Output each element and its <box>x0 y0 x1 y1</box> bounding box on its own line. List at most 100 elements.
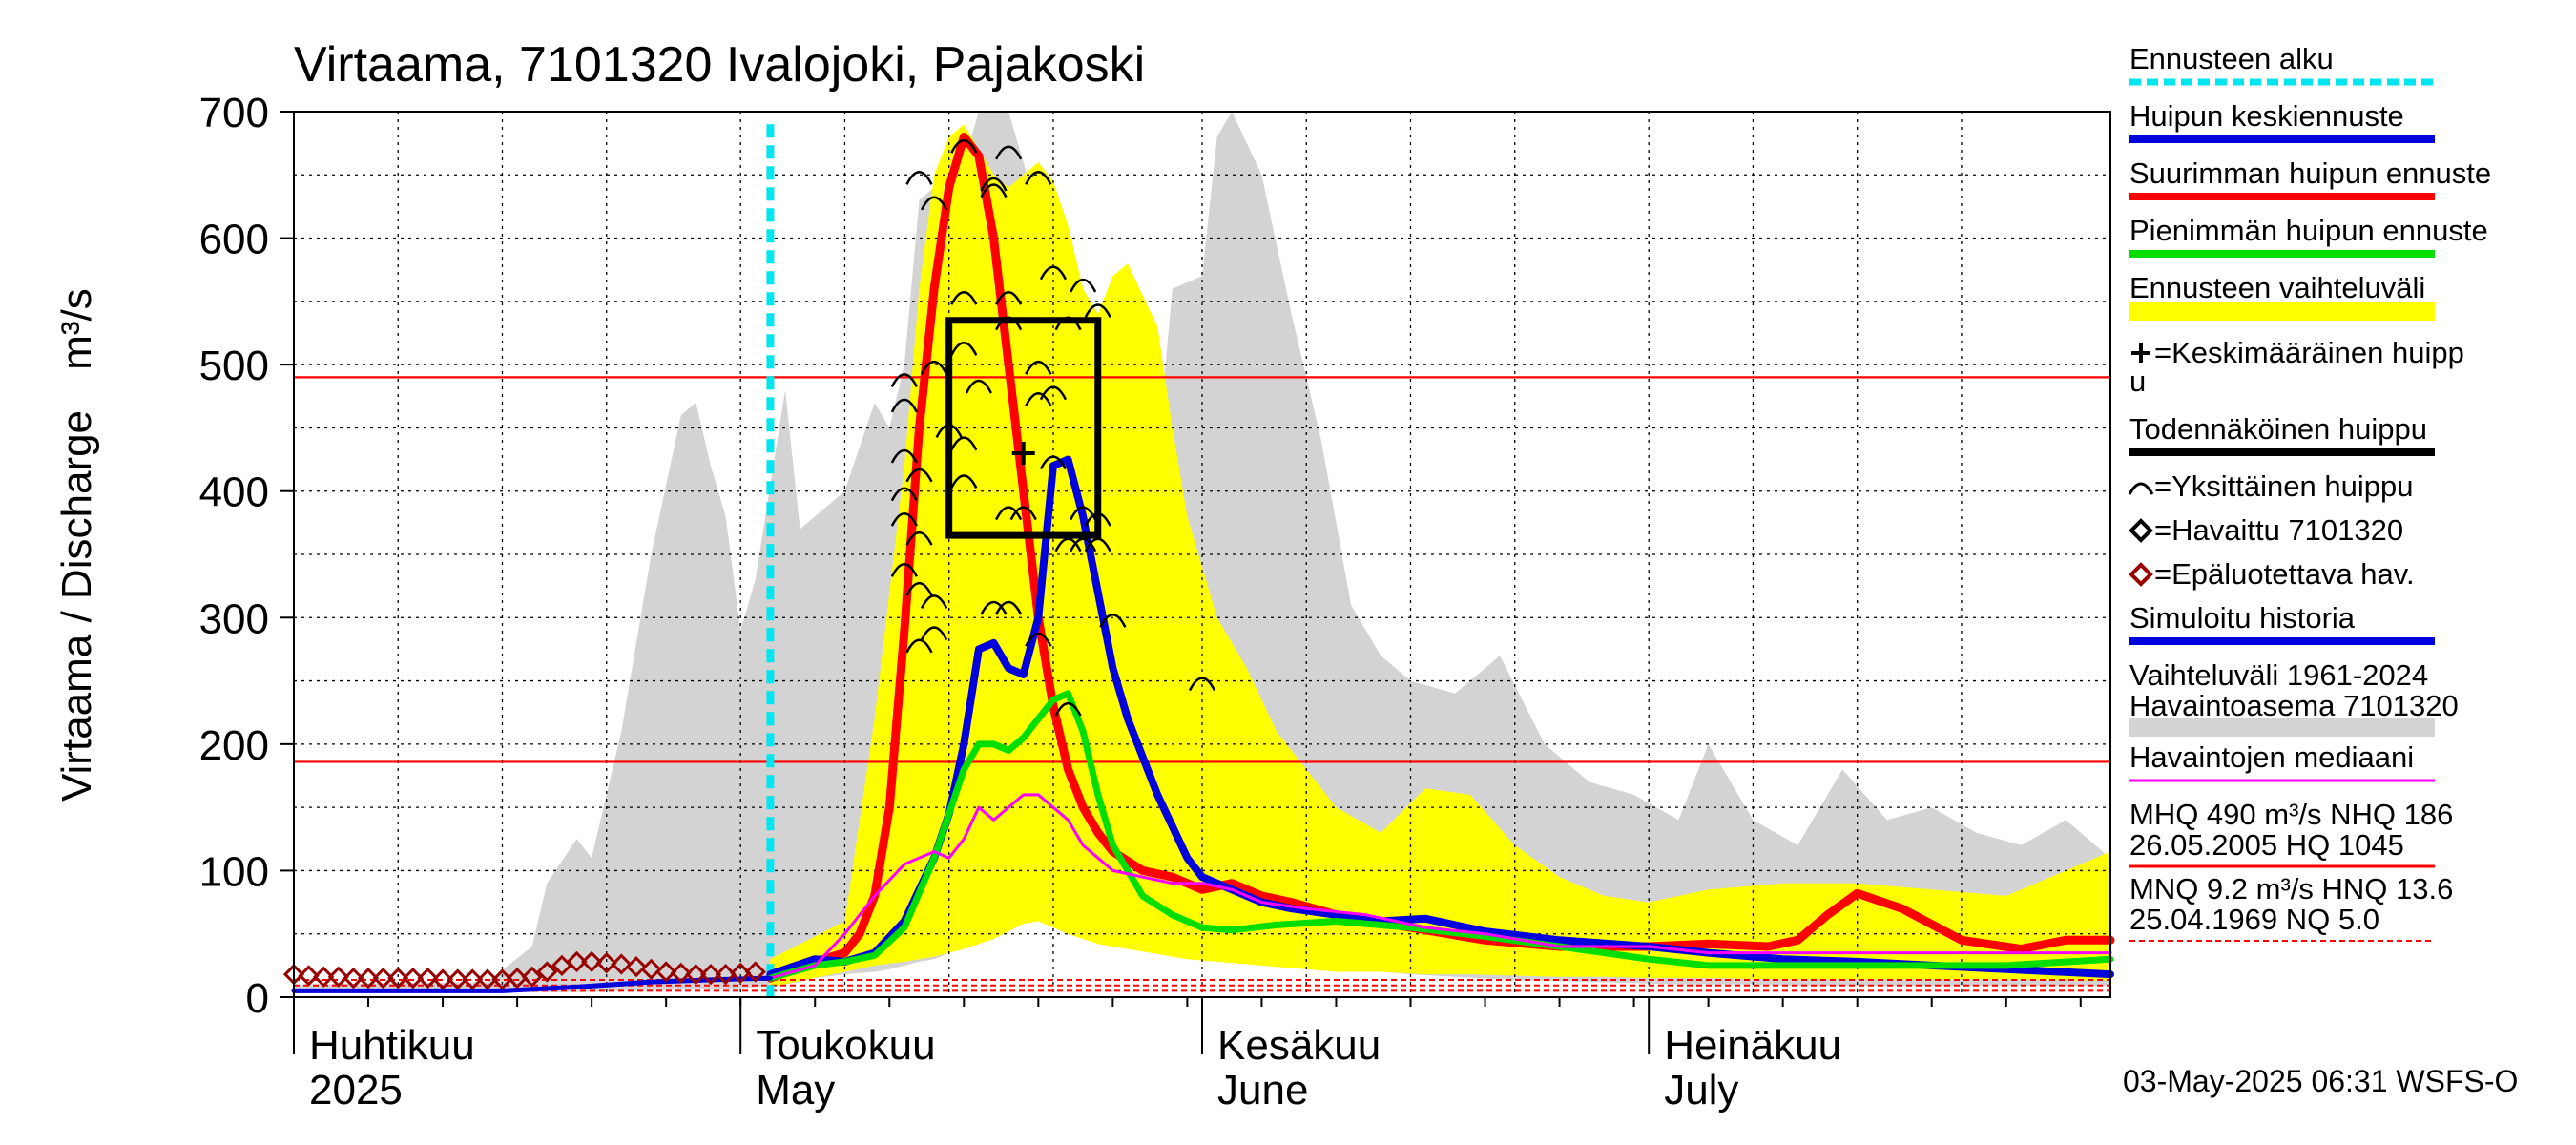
unreliable-observation-marker <box>744 961 766 983</box>
individual-peak-marker <box>950 342 978 356</box>
unreliable-observation-marker <box>566 950 588 973</box>
y-tick-label: 200 <box>199 722 269 769</box>
individual-peak-marker <box>1188 677 1216 692</box>
individual-peak-marker <box>920 594 948 609</box>
legend-label: =Epäluotettava hav. <box>2154 557 2415 591</box>
legend-label: MHQ 490 m³/s NHQ 186 <box>2129 798 2453 831</box>
individual-peak-marker <box>920 196 948 211</box>
individual-peak-marker <box>920 626 948 641</box>
legend-label: Ennusteen vaihteluväli <box>2129 271 2425 304</box>
individual-peak-marker <box>950 474 978 489</box>
individual-peak-marker <box>1025 632 1052 647</box>
legend-label: =Havaittu 7101320 <box>2154 513 2403 547</box>
simulated-history-line <box>291 975 773 993</box>
y-tick-label: 600 <box>199 217 269 263</box>
median-line <box>768 793 2112 980</box>
individual-peak-marker <box>994 506 1023 521</box>
individual-peak-marker <box>905 581 933 596</box>
unreliable-observation-marker <box>462 968 484 990</box>
individual-peak-marker <box>890 448 918 464</box>
mean-peak-marker <box>1011 441 1035 465</box>
unreliable-observation-marker <box>402 967 424 989</box>
y-tick-label: 700 <box>199 90 269 136</box>
individual-peak-marker <box>905 171 933 185</box>
individual-peak-marker <box>950 138 978 154</box>
unreliable-observation-marker <box>298 965 320 987</box>
individual-peak-marker <box>1054 701 1082 717</box>
individual-peak-marker <box>1039 455 1068 470</box>
unreliable-observation-marker <box>536 961 558 983</box>
individual-peak-marker <box>1009 506 1037 521</box>
unreliable-observation-marker <box>431 968 454 990</box>
y-tick-label: 500 <box>199 343 269 389</box>
individual-peak-marker <box>1070 278 1097 293</box>
legend-label: Suurimman huipun ennuste <box>2129 156 2491 190</box>
x-month-label-en: June <box>1217 1067 1308 1114</box>
x-month-label-fi: Huhtikuu <box>309 1022 475 1069</box>
individual-peak-marker <box>1084 537 1111 552</box>
individual-peak-marker <box>980 177 1008 192</box>
min-forecast-line <box>766 690 2114 982</box>
legend-label-line2: Havaintoasema 7101320 <box>2129 689 2459 722</box>
individual-peak-marker <box>905 468 933 483</box>
unreliable-observation-marker <box>387 967 409 989</box>
legend-label-line2: 26.05.2005 HQ 1045 <box>2129 828 2404 862</box>
unreliable-observation-marker <box>476 968 499 990</box>
individual-peak-marker <box>920 360 948 375</box>
y-tick-label: 0 <box>246 975 269 1022</box>
marker-layer <box>282 138 1216 990</box>
individual-peak-marker <box>890 398 918 413</box>
legend-swatch-diamond <box>2129 518 2153 543</box>
legend-label: MNQ 9.2 m³/s HNQ 13.6 <box>2129 872 2453 906</box>
unreliable-observation-marker <box>491 968 513 990</box>
individual-peak-marker <box>980 183 1008 198</box>
x-month-label-en: 2025 <box>309 1067 403 1114</box>
individual-peak-marker <box>965 379 993 394</box>
unreliable-observation-marker <box>655 961 677 983</box>
individual-peak-marker <box>1025 171 1052 185</box>
unreliable-observation-marker <box>327 966 349 988</box>
legend-label: =Keskimääräinen huipp <box>2154 336 2464 369</box>
individual-peak-marker <box>1025 360 1052 375</box>
individual-peak-marker <box>890 487 918 502</box>
individual-peak-marker <box>1070 537 1097 552</box>
legend-swatch-arc <box>2128 482 2154 495</box>
individual-peak-marker <box>994 316 1023 331</box>
individual-peak-marker <box>1039 385 1068 401</box>
legend-label: =Yksittäinen huippu <box>2154 469 2413 503</box>
unreliable-observation-marker <box>506 967 529 989</box>
unreliable-observation-marker <box>595 952 617 974</box>
individual-peak-marker <box>1025 392 1052 406</box>
probable-peak-box <box>945 317 1102 539</box>
legend-swatch-plus <box>2131 344 2150 363</box>
individual-peak-marker <box>994 600 1023 615</box>
historical-range-layer <box>294 112 2110 992</box>
individual-peak-marker <box>1084 512 1111 527</box>
unreliable-observation-marker <box>343 967 364 989</box>
y-axis-unit: m³/s <box>53 288 100 370</box>
y-axis-label: Virtaama / Discharge <box>53 410 100 802</box>
legend: Ennusteen alku Huipun keskiennuste Suurimm… <box>2128 42 2491 942</box>
x-month-label-fi: Kesäkuu <box>1217 1022 1381 1069</box>
x-month-label-fi: Toukokuu <box>756 1022 935 1069</box>
unreliable-observation-marker <box>730 962 752 984</box>
grid-layer <box>294 112 2110 997</box>
y-tick-label: 100 <box>199 848 269 895</box>
individual-peak-marker <box>890 373 918 387</box>
individual-peak-marker <box>890 512 918 527</box>
unreliable-observation-marker <box>715 964 737 986</box>
legend-label: Pienimmän huipun ennuste <box>2129 214 2488 247</box>
y-tick-label: 300 <box>199 595 269 642</box>
legend-label-line2: u <box>2129 364 2146 398</box>
individual-peak-marker <box>1054 316 1082 331</box>
forecast-range-area <box>770 124 2110 988</box>
unreliable-observation-marker <box>699 964 722 986</box>
individual-peak-marker <box>1054 537 1082 552</box>
historical-range-area <box>294 112 2110 992</box>
legend-swatch-diamond <box>2129 562 2153 587</box>
unreliable-observation-marker <box>625 956 648 978</box>
unreliable-observation-marker <box>611 953 633 975</box>
individual-peak-marker <box>994 291 1023 305</box>
